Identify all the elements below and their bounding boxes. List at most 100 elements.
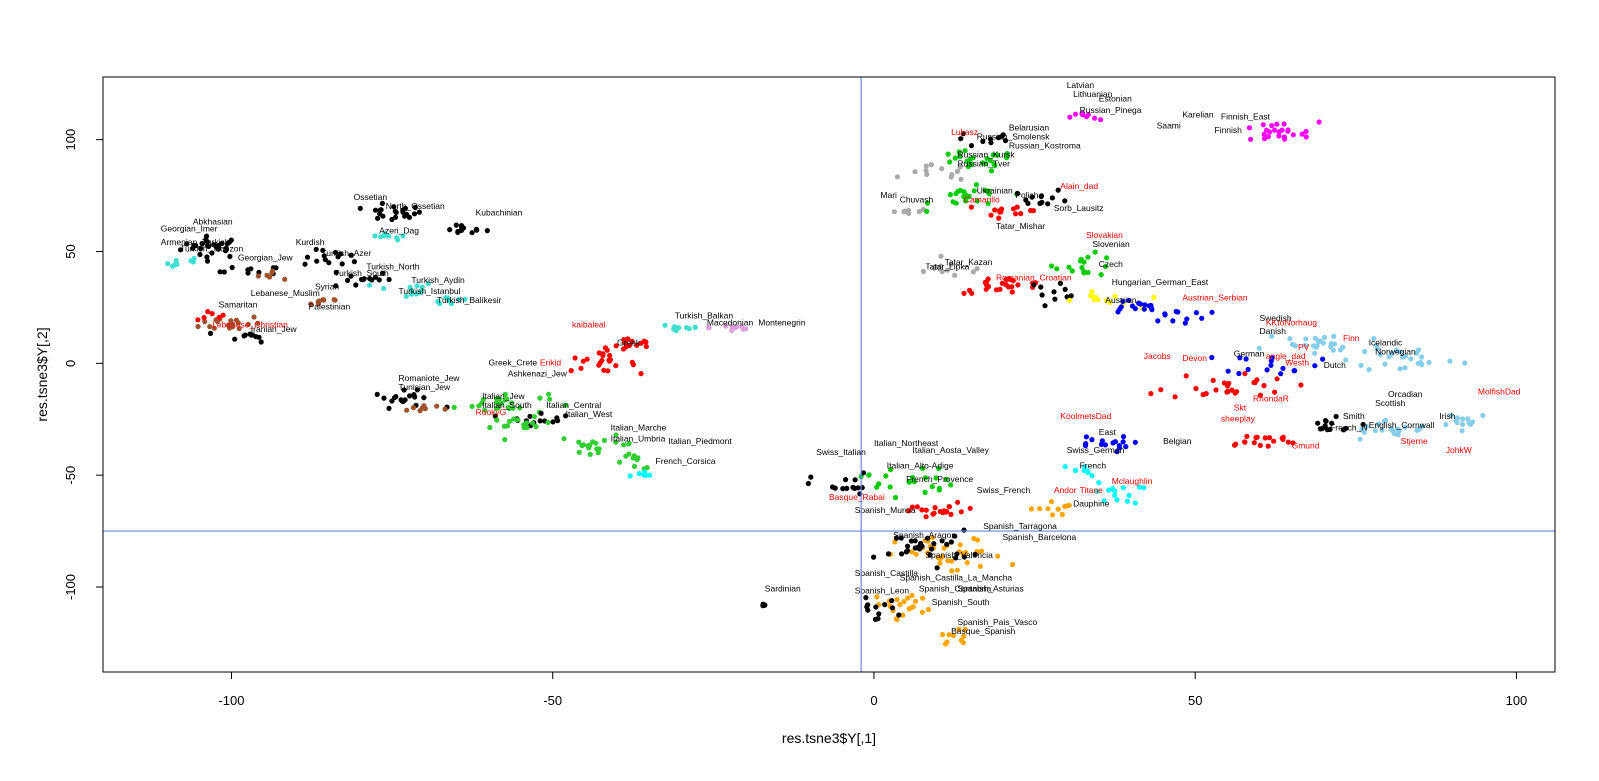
data-point	[214, 318, 220, 325]
data-point	[948, 174, 954, 180]
point-label: Icelandic	[1369, 337, 1403, 347]
data-point	[1418, 360, 1424, 366]
data-point	[421, 403, 427, 409]
data-point	[638, 371, 644, 377]
data-point	[1357, 436, 1363, 442]
data-point	[915, 544, 922, 550]
data-point	[627, 473, 633, 479]
data-point	[1261, 131, 1267, 137]
data-point	[1010, 561, 1016, 568]
data-point	[676, 325, 682, 331]
data-point	[948, 261, 954, 267]
data-point	[887, 467, 894, 473]
data-point	[922, 489, 928, 495]
data-point	[626, 440, 632, 446]
data-point	[873, 604, 879, 610]
data-point	[458, 224, 465, 231]
data-point	[190, 259, 196, 265]
data-point	[1107, 299, 1113, 305]
x-axis: -100 -50 0 50 100	[218, 671, 1527, 708]
data-point	[1048, 263, 1055, 269]
point-label: Russian_Smolensk	[977, 132, 1051, 142]
data-point	[929, 546, 935, 552]
data-point	[484, 228, 490, 234]
data-point	[195, 323, 201, 330]
point-label: Spanish_South	[932, 597, 990, 607]
data-point	[221, 269, 227, 275]
point-label: Italian_Piedmont	[668, 436, 732, 446]
data-point	[977, 563, 983, 569]
data-point	[860, 470, 867, 476]
point-label: Tatar_Mishar	[996, 221, 1045, 231]
data-point	[197, 251, 203, 258]
data-point	[808, 474, 814, 480]
data-point	[634, 457, 640, 463]
data-point	[955, 499, 961, 505]
point-label: Alain_dad	[1060, 181, 1098, 191]
data-point	[944, 267, 951, 273]
data-point	[474, 227, 480, 233]
data-point	[211, 242, 217, 248]
data-point	[1085, 269, 1091, 276]
data-point	[434, 403, 440, 409]
data-point	[245, 321, 251, 327]
data-point	[872, 616, 879, 623]
data-point	[392, 208, 398, 214]
data-point	[1285, 439, 1291, 445]
data-point	[1271, 438, 1277, 444]
data-point	[1141, 306, 1147, 312]
data-point	[948, 511, 954, 517]
data-point	[273, 265, 279, 271]
point-label: Scottish	[1375, 398, 1406, 408]
data-point	[1110, 440, 1116, 446]
data-point	[229, 264, 235, 271]
point-label: Spanish_Cantabria	[919, 584, 992, 594]
data-point	[990, 152, 996, 158]
point-label: Austrian_Serbian	[1182, 293, 1247, 303]
point-label: Turkish_South	[334, 268, 389, 278]
data-point	[923, 507, 929, 513]
data-point	[939, 631, 946, 638]
data-point	[1416, 426, 1422, 432]
data-point	[692, 324, 699, 330]
data-point	[920, 465, 926, 471]
point-label: angle_dad	[1266, 351, 1306, 361]
data-point	[914, 504, 920, 510]
data-point	[1393, 347, 1400, 354]
data-point	[906, 207, 912, 213]
data-point	[517, 405, 523, 411]
data-point	[376, 277, 382, 283]
data-point	[1132, 306, 1138, 312]
data-point	[207, 330, 214, 336]
point-label: Italian_Umbria	[611, 434, 666, 444]
data-point	[1039, 199, 1045, 205]
data-point	[1120, 434, 1127, 440]
data-point	[1193, 385, 1199, 392]
data-point	[909, 592, 915, 599]
data-point	[209, 311, 215, 317]
point-label: Spanish_Castilla	[855, 568, 919, 578]
data-point	[971, 188, 977, 194]
data-point	[1092, 249, 1098, 255]
data-point	[626, 451, 632, 457]
data-point	[1366, 367, 1372, 373]
data-point	[1172, 394, 1178, 400]
data-point	[889, 598, 895, 604]
point-label: Latvian	[1067, 80, 1095, 90]
point-label: Kubachinian	[476, 208, 523, 218]
point-label: French	[1080, 460, 1107, 470]
data-point	[395, 237, 401, 243]
data-point	[965, 163, 971, 170]
data-point	[205, 309, 211, 315]
point-label: Swedish	[1260, 313, 1292, 323]
data-point	[216, 244, 222, 251]
data-point	[1148, 391, 1154, 397]
data-point	[961, 633, 967, 640]
data-point	[425, 280, 431, 287]
data-point	[1112, 293, 1118, 299]
point-label: French_Provence	[906, 474, 973, 484]
data-point	[986, 191, 992, 197]
data-point	[1237, 355, 1243, 361]
data-point	[1303, 134, 1309, 140]
point-label: Lukasz	[951, 127, 978, 137]
